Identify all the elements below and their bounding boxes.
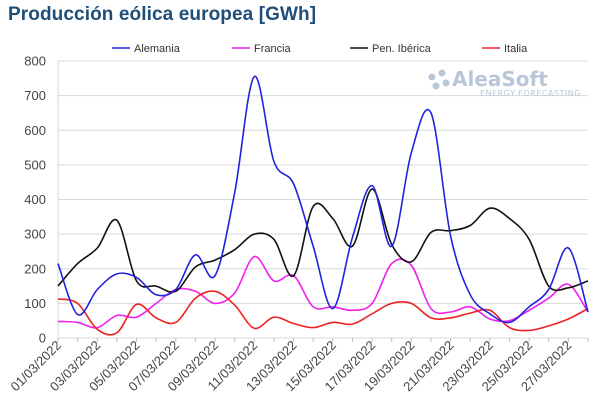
y-axis-ticks: 0 100 200 300 400 500 600 700 800 <box>24 54 46 346</box>
aleasoft-logo-icon <box>428 69 450 90</box>
y-tick-label: 200 <box>24 261 46 276</box>
y-tick-label: 600 <box>24 123 46 138</box>
gridlines <box>57 60 589 342</box>
y-tick-label: 100 <box>24 296 46 311</box>
legend-label-francia: Francia <box>254 43 292 55</box>
y-tick-label: 300 <box>24 227 46 242</box>
y-tick-label: 700 <box>24 88 46 103</box>
series-line-italia <box>57 290 589 336</box>
legend-label-italia: Italia <box>504 43 528 55</box>
y-tick-label: 0 <box>39 331 46 346</box>
legend-label-alemania: Alemania <box>134 43 181 55</box>
series-line-francia <box>57 255 589 329</box>
series-line-pen-iberica <box>57 188 589 293</box>
watermark: AleaSoft ENERGY FORECASTING <box>428 67 581 98</box>
watermark-tagline: ENERGY FORECASTING <box>480 89 581 98</box>
y-tick-label: 500 <box>24 157 46 172</box>
chart-title: Producción eólica europea [GWh] <box>8 4 317 25</box>
watermark-brand: AleaSoft <box>452 67 548 91</box>
series-lines <box>57 75 589 336</box>
series-line-alemania <box>57 75 589 324</box>
legend-label-pen-iberica: Pen. Ibérica <box>372 43 432 55</box>
y-tick-label: 400 <box>24 192 46 207</box>
y-tick-label: 800 <box>24 54 46 69</box>
legend: Alemania Francia Pen. Ibérica Italia <box>112 43 528 55</box>
x-axis-ticks: 01/03/202203/03/202205/03/202207/03/2022… <box>7 338 574 395</box>
